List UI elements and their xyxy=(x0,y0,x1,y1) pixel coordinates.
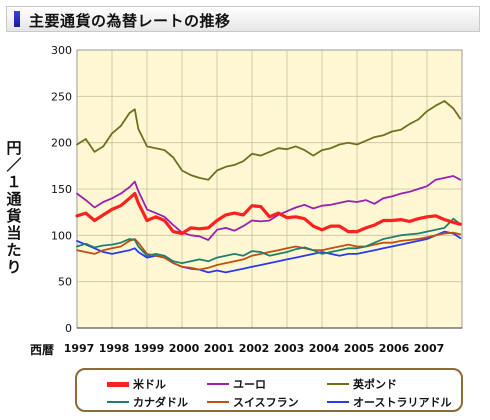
legend-swatch xyxy=(327,401,349,403)
legend-label: オーストラリアドル xyxy=(353,396,452,409)
legend-item: スイスフラン xyxy=(207,394,299,410)
x-tick-label: 2004 xyxy=(309,342,340,355)
legend-label: 米ドル xyxy=(133,378,166,391)
legend-swatch xyxy=(207,383,229,385)
x-tick-label: 1997 xyxy=(64,342,95,355)
legend-swatch xyxy=(107,401,129,403)
title-bar: 主要通貨の為替レートの推移 xyxy=(6,6,480,32)
legend-item: カナダドル xyxy=(107,394,188,410)
x-tick-label: 2007 xyxy=(414,342,445,355)
y-tick-label: 300 xyxy=(51,44,72,57)
legend-swatch xyxy=(207,401,229,403)
x-axis-prefix: 西暦 xyxy=(30,343,55,357)
series-line-1 xyxy=(75,192,462,236)
y-tick-label: 100 xyxy=(51,229,72,242)
y-tick-label: 150 xyxy=(51,183,72,196)
x-tick-label: 2005 xyxy=(344,342,375,355)
legend-label: ユーロ xyxy=(233,378,266,391)
y-tick-label: 250 xyxy=(51,90,72,103)
series-line-2 xyxy=(76,175,462,241)
legend-item: 英ポンド xyxy=(327,376,397,392)
legend-swatch xyxy=(107,381,129,387)
x-tick-label: 2002 xyxy=(239,342,270,355)
series-line-3 xyxy=(76,100,462,181)
x-tick-label: 2001 xyxy=(204,342,235,355)
x-tick-label: 2003 xyxy=(274,342,305,355)
y-tick-label: 0 xyxy=(65,322,72,335)
legend-swatch xyxy=(327,383,349,385)
x-tick-label: 2000 xyxy=(169,342,200,355)
series-line-6 xyxy=(76,230,462,274)
legend-item: オーストラリアドル xyxy=(327,394,451,410)
chart-title: 主要通貨の為替レートの推移 xyxy=(29,12,231,30)
legend-label: スイスフラン xyxy=(233,396,299,409)
x-tick-label: 1999 xyxy=(134,342,165,355)
title-accent-bar xyxy=(14,11,20,27)
y-tick-label: 50 xyxy=(58,276,72,289)
y-tick-label: 200 xyxy=(51,137,72,150)
legend-item: 米ドル xyxy=(107,376,166,392)
legend-item: ユーロ xyxy=(207,376,266,392)
y-axis-label: 円／１通貨当たり xyxy=(6,139,22,276)
series-line-4 xyxy=(76,217,462,264)
line-chart: 0 50 100 150 200 250 300 1997 1998 1999 2000 2001 20… xyxy=(51,44,463,355)
legend-label: 英ポンド xyxy=(353,378,397,391)
chart-legend: 米ドル ユーロ 英ポンドカナダドル スイスフラン オーストラリアドル xyxy=(75,368,463,412)
x-tick-label: 2006 xyxy=(379,342,410,355)
legend-label: カナダドル xyxy=(133,396,188,409)
x-tick-label: 1998 xyxy=(99,342,130,355)
